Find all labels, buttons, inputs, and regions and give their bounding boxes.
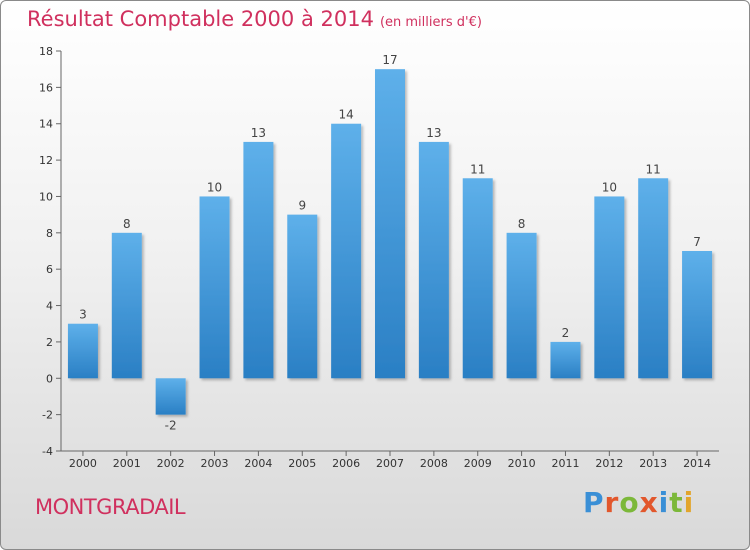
x-tick-label: 2011 <box>551 457 579 470</box>
x-tick-label: 2012 <box>595 457 623 470</box>
bar <box>506 232 537 379</box>
x-tick-label: 2000 <box>69 457 97 470</box>
bar <box>67 323 98 379</box>
city-name: MONTGRADAIL <box>35 495 186 519</box>
logo-letter: t <box>669 486 684 519</box>
data-label: 14 <box>338 108 353 122</box>
logo-letter: i <box>683 486 695 519</box>
bar <box>155 378 186 415</box>
y-tick-label: -4 <box>42 445 53 458</box>
y-tick-label: 10 <box>39 190 53 203</box>
logo-letter: x <box>639 486 659 519</box>
data-label: 11 <box>646 162 661 176</box>
y-tick-label: 16 <box>39 81 53 94</box>
x-tick-label: 2009 <box>464 457 492 470</box>
bars: 3 8 -2 10 13 9 14 17 13 11 8 2 10 11 7 <box>67 53 713 433</box>
data-label: 8 <box>123 217 131 231</box>
bar <box>331 123 362 379</box>
logo-letter: o <box>619 486 640 519</box>
logo-letter: i <box>658 486 670 519</box>
logo-letter: P <box>583 486 605 519</box>
y-tick-label: 18 <box>39 45 53 58</box>
bar <box>375 69 405 379</box>
y-tick-label: 14 <box>39 118 53 131</box>
bar <box>462 178 493 379</box>
x-tick-label: 2006 <box>332 457 360 470</box>
data-label: 3 <box>79 308 87 322</box>
y-tick-label: -2 <box>42 409 53 422</box>
x-tick-label: 2005 <box>288 457 316 470</box>
bar <box>111 232 142 379</box>
data-label: 10 <box>207 180 222 194</box>
bar <box>243 141 274 379</box>
y-tick-label: 6 <box>46 263 53 276</box>
y-tick-label: 12 <box>39 154 53 167</box>
chart-unit: (en milliers d'€) <box>379 15 482 30</box>
y-tick-label: 2 <box>46 336 53 349</box>
logo-letter: r <box>604 486 620 519</box>
bar <box>550 341 581 379</box>
data-label: 13 <box>251 126 266 140</box>
y-tick-label: 4 <box>46 300 53 313</box>
axes: -4 -2 0 2 4 6 8 10 12 14 16 18 2000 2001 2002 2003 2004 2… <box>39 45 719 470</box>
x-tick-label: 2010 <box>508 457 536 470</box>
data-label: 10 <box>602 180 617 194</box>
bar <box>638 178 669 379</box>
x-tick-label: 2002 <box>157 457 185 470</box>
x-tick-label: 2001 <box>113 457 141 470</box>
x-tick-label: 2008 <box>420 457 448 470</box>
data-label: 8 <box>518 217 526 231</box>
data-label: 17 <box>382 53 397 67</box>
chart-title-text: Résultat Comptable 2000 à 2014 <box>27 7 374 31</box>
bar <box>418 141 449 379</box>
y-tick-label: 0 <box>46 372 53 385</box>
bar <box>682 251 713 379</box>
x-tick-label: 2014 <box>683 457 711 470</box>
data-label: 9 <box>298 199 306 213</box>
bar <box>287 214 318 379</box>
x-tick-label: 2013 <box>639 457 667 470</box>
x-tick-label: 2007 <box>376 457 404 470</box>
bar <box>199 196 230 379</box>
x-tick-label: 2003 <box>201 457 229 470</box>
data-label: 7 <box>693 235 701 249</box>
x-tick-label: 2004 <box>244 457 272 470</box>
data-label: 13 <box>426 126 441 140</box>
proxiti-logo[interactable]: Proxiti <box>583 486 694 519</box>
data-label: 11 <box>470 162 485 176</box>
bar <box>594 196 625 379</box>
data-label: -2 <box>165 419 177 433</box>
chart-title: Résultat Comptable 2000 à 2014 (en millie… <box>27 7 482 31</box>
data-label: 2 <box>562 326 570 340</box>
y-tick-label: 8 <box>46 227 53 240</box>
